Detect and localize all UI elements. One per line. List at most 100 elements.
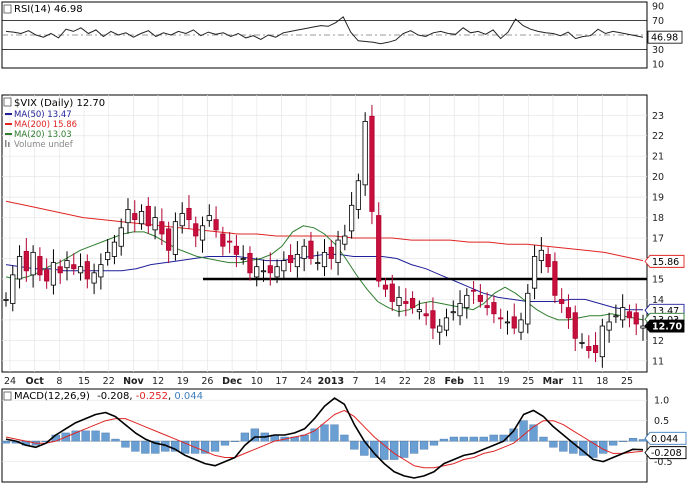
volume-legend-icon	[5, 140, 7, 147]
candle-body	[193, 223, 199, 237]
candle-body	[84, 261, 90, 280]
candle-body	[315, 262, 321, 265]
price-x-tick-label: 25	[621, 376, 633, 387]
macd-histogram-bar	[240, 432, 249, 442]
candle-body	[206, 215, 212, 222]
macd-line	[5, 397, 644, 479]
candle-body	[328, 246, 334, 259]
candle-body	[308, 240, 314, 259]
price-y-tick-label: 11	[652, 356, 664, 367]
macd-y-tick-label: -0.5	[654, 457, 673, 468]
candle-body	[91, 272, 97, 284]
macd-histogram-bar	[81, 430, 90, 442]
price-x-tick-label: Dec	[222, 376, 242, 387]
candle-body	[145, 205, 151, 227]
price-x-tick-label: 7	[352, 376, 358, 387]
candle	[403, 288, 409, 317]
candle-body	[132, 213, 138, 221]
candle	[626, 304, 633, 328]
candle-body	[44, 269, 50, 282]
candle	[227, 231, 233, 254]
candle	[240, 245, 246, 265]
candle-body	[98, 264, 104, 278]
price-y-tick-label: 12	[652, 336, 664, 347]
macd-histogram-bar	[141, 440, 150, 454]
candle-body	[477, 294, 483, 302]
candle	[504, 310, 511, 335]
macd-badge-label: 0.044	[651, 434, 678, 445]
macd-histogram-bar	[539, 436, 548, 442]
macd-histogram-bar	[131, 440, 140, 452]
rsi-grid	[2, 20, 647, 50]
price-x-tick-label: 2013	[318, 376, 344, 387]
candle-body	[152, 217, 158, 231]
rsi-y-tick-label: 70	[652, 16, 664, 27]
candle-body	[274, 266, 280, 278]
rsi-panel: RSI(14) 46.98 9070503010 46.98	[1, 1, 683, 71]
price-badge-box	[644, 254, 685, 268]
macd-histogram-bar	[250, 428, 259, 442]
macd-title-line: MACD(12,26,9) -0.208, -0.252, 0.044	[14, 391, 203, 402]
candle	[16, 245, 23, 289]
candle	[91, 263, 97, 295]
candle	[301, 239, 307, 272]
price-title-icon	[3, 97, 12, 107]
macd-histogram-bar	[171, 440, 180, 452]
candle	[613, 304, 619, 323]
price-x-tick-label: 28	[424, 376, 436, 387]
ma200-line	[5, 200, 644, 262]
candle	[525, 284, 531, 334]
price-x-tick-label: 15	[78, 376, 90, 387]
macd-badge-label: -0.208	[651, 448, 682, 459]
candle-body	[349, 204, 355, 232]
macd-histogram-bar	[559, 440, 568, 452]
candle-body	[260, 270, 267, 273]
candle	[450, 300, 456, 321]
candle-body	[620, 307, 626, 321]
candle-body	[389, 283, 395, 302]
candle	[159, 208, 165, 246]
macd-panel: MACD(12,26,9) -0.208, -0.252, 0.044 1.0 0…	[1, 388, 687, 483]
candle	[620, 294, 626, 328]
candle	[321, 239, 328, 277]
candle-body	[172, 221, 179, 255]
candle-body	[538, 249, 544, 261]
candle	[50, 249, 57, 295]
candle	[172, 212, 179, 261]
candle	[220, 226, 226, 256]
macd-histogram-bar	[519, 420, 528, 442]
candle	[498, 308, 504, 329]
price-x-tick-label: Nov	[123, 376, 144, 387]
rsi-value-badge-box	[647, 30, 683, 44]
price-y-tick-label: 20	[652, 172, 664, 183]
candle	[382, 277, 389, 297]
candle-body	[592, 345, 599, 354]
candle-body	[125, 208, 131, 224]
price-y-tick-label: 17	[652, 234, 664, 245]
candle-body	[10, 274, 16, 304]
macd-histogram-bar	[111, 438, 120, 442]
macd-histogram-bar	[380, 440, 389, 460]
candle-body	[159, 221, 165, 235]
candle	[579, 333, 585, 349]
candle	[125, 198, 131, 234]
price-x-tick-label: 22	[399, 376, 411, 387]
candle-body	[464, 294, 470, 309]
candle-body	[254, 266, 260, 278]
price-x-tick-label: 10	[251, 376, 263, 387]
candle-body	[559, 299, 565, 304]
price-badge-label: 15.86	[652, 257, 679, 268]
candle-body	[437, 325, 443, 333]
candle-body	[247, 252, 253, 274]
candle	[599, 318, 605, 368]
macd-histogram-bar	[628, 438, 638, 442]
price-x-tick-label: 8	[56, 376, 62, 387]
price-x-tick-label: 19	[177, 376, 189, 387]
macd-histogram-bar	[549, 440, 558, 448]
macd-histogram-bar	[469, 436, 478, 442]
candle-body	[281, 260, 287, 272]
candle	[335, 230, 341, 276]
candle-body	[16, 256, 23, 280]
candle	[145, 197, 151, 234]
candle	[369, 105, 375, 225]
